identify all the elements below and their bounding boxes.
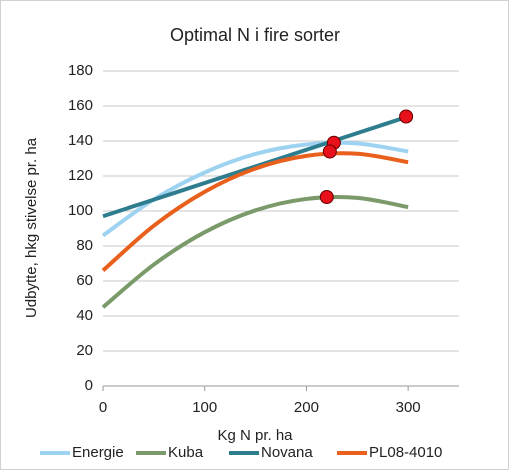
y-tick-label: 140 bbox=[68, 132, 93, 149]
y-axis-label: Udbytte, hkg stivelse pr. ha bbox=[23, 137, 40, 318]
y-tick-label: 80 bbox=[76, 237, 93, 254]
legend-label: PL08-4010 bbox=[369, 444, 442, 461]
x-tick-label: 0 bbox=[99, 399, 107, 416]
x-tick-label: 300 bbox=[396, 399, 421, 416]
legend-label: Novana bbox=[261, 444, 313, 461]
legend-label: Energie bbox=[72, 444, 124, 461]
x-tick-label: 100 bbox=[192, 399, 217, 416]
x-axis-label: Kg N pr. ha bbox=[217, 427, 293, 444]
y-tick-label: 160 bbox=[68, 97, 93, 114]
y-tick-label: 180 bbox=[68, 62, 93, 79]
y-tick-label: 120 bbox=[68, 167, 93, 184]
series-line bbox=[101, 195, 409, 309]
y-tick-label: 100 bbox=[68, 202, 93, 219]
chart-title: Optimal N i fire sorter bbox=[170, 25, 340, 45]
y-tick-label: 40 bbox=[76, 307, 93, 324]
optimum-point bbox=[319, 190, 334, 204]
y-tick-label: 60 bbox=[76, 272, 93, 289]
optimum-point bbox=[399, 109, 414, 124]
optimum-point bbox=[322, 144, 337, 159]
y-tick-label: 20 bbox=[76, 342, 93, 359]
legend-label: Kuba bbox=[168, 444, 204, 461]
series-line bbox=[101, 151, 409, 273]
y-tick-label: 0 bbox=[85, 377, 93, 394]
x-tick-label: 200 bbox=[294, 399, 319, 416]
